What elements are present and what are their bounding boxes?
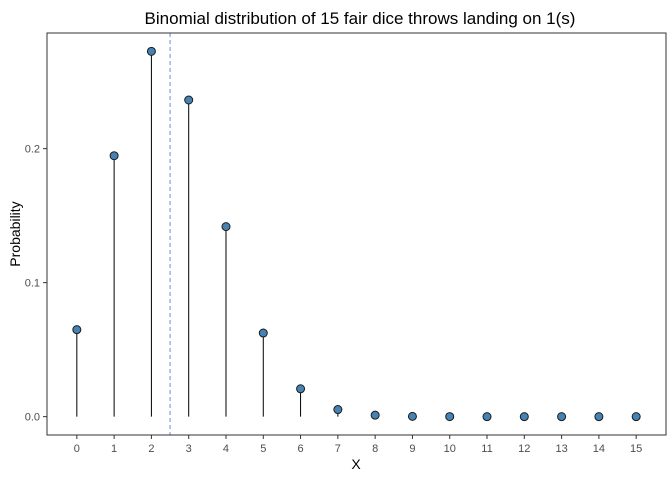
x-axis-ticks: 0 1 2 3 4 5 6 7 8 9 10 11 12 13 14 15 [74,435,642,455]
data-point-4 [221,222,231,232]
x-tick-label-10: 10 [444,443,456,455]
data-point-9 [407,411,417,421]
y-tick-label-0.1: 0.1 [25,278,40,290]
data-point-8 [370,410,380,420]
x-tick-label-14: 14 [593,443,605,455]
data-point-3 [184,95,194,105]
y-tick-label-0.0: 0.0 [25,412,40,424]
data-point-15 [631,412,641,422]
y-axis-title: Probability [7,201,23,266]
data-point-1 [109,151,119,161]
x-tick-label-12: 12 [518,443,530,455]
data-point-0 [72,325,82,335]
x-tick-label-2: 2 [148,443,154,455]
data-point-12 [519,412,529,422]
data-point-11 [482,412,492,422]
x-tick-label-9: 9 [409,443,415,455]
x-axis-title: X [351,456,361,472]
data-point-10 [445,412,455,422]
chart-marks [72,33,641,435]
data-point-13 [557,412,567,422]
x-tick-label-4: 4 [223,443,229,455]
data-point-5 [258,328,268,338]
data-point-7 [333,405,343,415]
x-tick-label-13: 13 [555,443,567,455]
data-point-6 [296,384,306,394]
x-tick-label-7: 7 [335,443,341,455]
x-tick-label-11: 11 [481,443,492,455]
x-tick-label-3: 3 [186,443,192,455]
data-point-14 [594,412,604,422]
x-tick-label-6: 6 [298,443,304,455]
x-tick-label-1: 1 [111,443,117,455]
y-axis-ticks: 0.0 0.1 0.2 [25,144,47,424]
x-tick-label-15: 15 [630,443,642,455]
x-tick-label-8: 8 [372,443,378,455]
data-point-2 [146,46,156,56]
panel-border [46,32,667,436]
y-tick-label-0.2: 0.2 [25,144,40,156]
x-tick-label-0: 0 [74,443,80,455]
chart-title: Binomial distribution of 15 fair dice th… [145,9,576,28]
x-tick-label-5: 5 [260,443,266,455]
